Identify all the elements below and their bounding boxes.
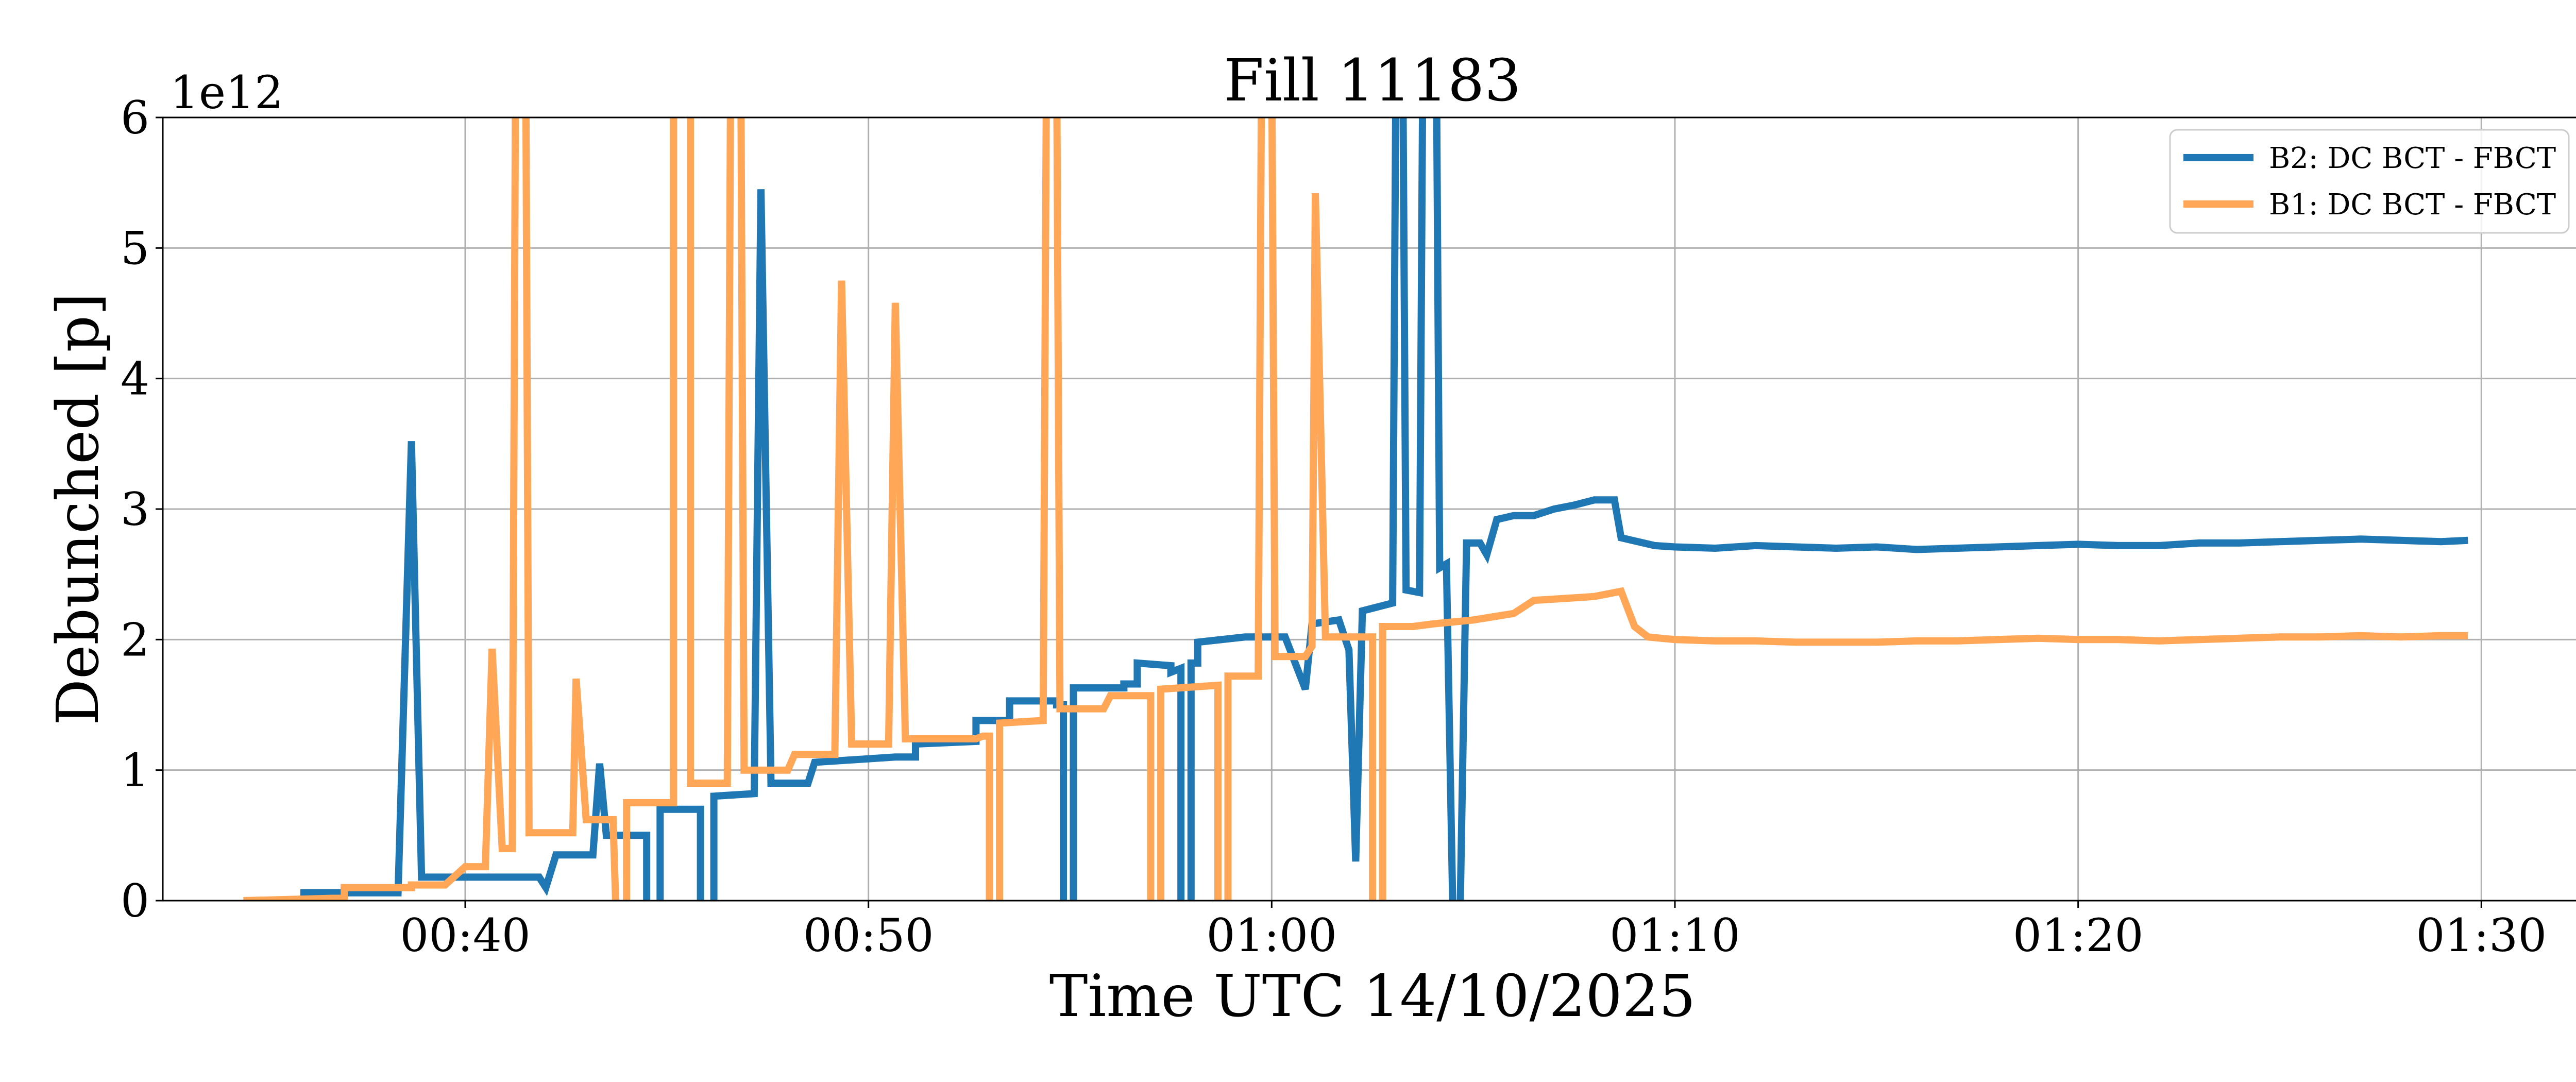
x-tick-label: 01:00 <box>1207 909 1337 962</box>
y-tick-label: 1 <box>121 744 149 797</box>
y-tick-label: 2 <box>121 613 149 666</box>
legend-label-b1: B1: DC BCT - FBCT <box>2269 188 2556 222</box>
x-tick-label: 00:50 <box>803 909 934 962</box>
series-line-b1 <box>243 117 2468 901</box>
ticks: 00:40 00:50 01:00 01:10 01:20 01:30 0 1 2 3 4 5 6 <box>121 91 2547 962</box>
x-tick-label: 01:30 <box>2416 909 2547 962</box>
y-tick-label: 0 <box>121 874 149 927</box>
series-layer <box>243 117 2468 901</box>
y-offset-label: 1e12 <box>170 66 283 119</box>
y-tick-label: 4 <box>121 352 149 405</box>
series-line-b2 <box>243 117 2468 901</box>
legend: B2: DC BCT - FBCT B1: DC BCT - FBCT <box>2169 129 2570 234</box>
legend-label-b2: B2: DC BCT - FBCT <box>2269 142 2556 175</box>
chart-title: Fill 11183 <box>1224 47 1521 114</box>
x-tick-label: 01:20 <box>2013 909 2144 962</box>
y-axis-label: Debunched [p] <box>45 293 112 725</box>
x-axis-label: Time UTC 14/10/2025 <box>1049 963 1696 1030</box>
legend-box <box>2169 129 2570 234</box>
y-tick-label: 5 <box>121 222 149 275</box>
y-tick-label: 6 <box>121 91 149 144</box>
y-tick-label: 3 <box>121 483 149 536</box>
x-tick-label: 00:40 <box>400 909 531 962</box>
x-tick-label: 01:10 <box>1609 909 1740 962</box>
